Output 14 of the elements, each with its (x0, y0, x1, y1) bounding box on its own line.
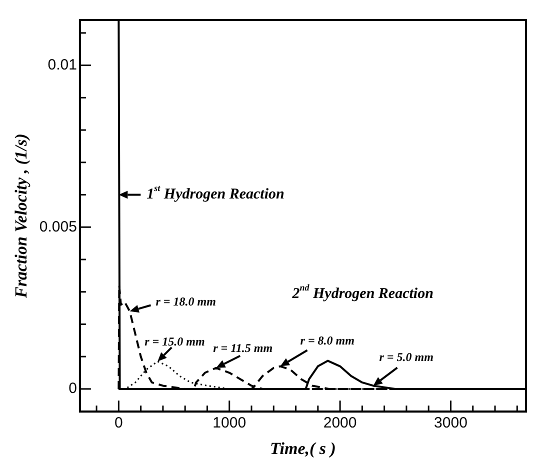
annotation: r = 8.0 mm (300, 333, 354, 348)
y-axis-title: Fraction Velocity , (1/s) (12, 134, 31, 299)
x-axis-title: Time,( s ) (270, 439, 336, 458)
y-tick-label: 0.01 (48, 56, 77, 74)
annotation: r = 15.0 mm (144, 334, 205, 349)
annotation: r = 11.5 mm (213, 341, 273, 356)
y-tick-label: 0 (68, 380, 77, 398)
annotation: r = 5.0 mm (379, 350, 434, 364)
x-tick-label: 2000 (323, 414, 357, 432)
y-tick-label: 0.005 (39, 218, 77, 236)
annotation: r = 18.0 mm (156, 294, 216, 308)
x-tick-label: 1000 (212, 414, 246, 432)
x-tick-label: 0 (114, 414, 123, 432)
x-tick-label: 3000 (434, 414, 468, 432)
